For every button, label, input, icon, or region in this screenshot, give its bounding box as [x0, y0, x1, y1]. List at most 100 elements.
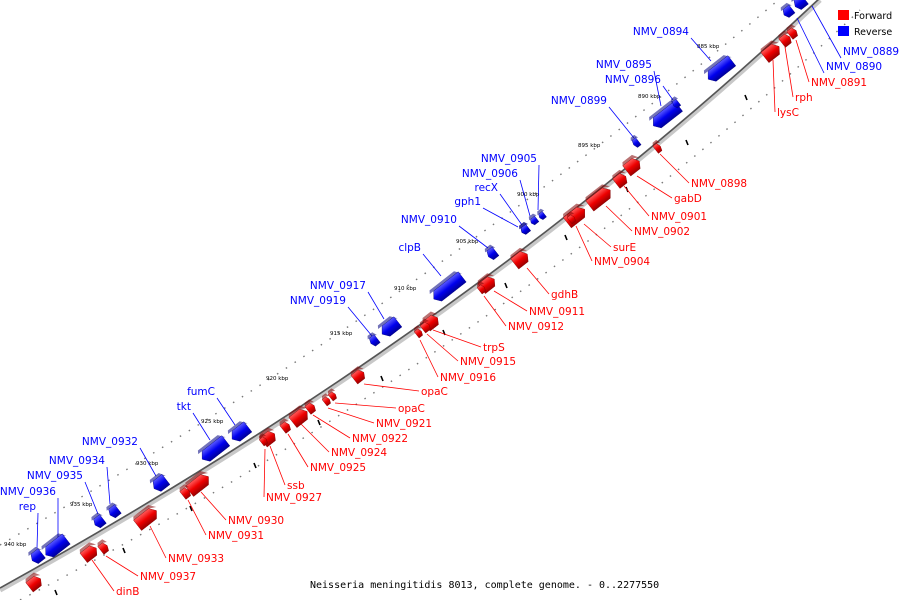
gene-block-nmv-0931 — [179, 484, 191, 500]
gene-label-nmv-0906: NMV_0906 — [462, 168, 518, 180]
gene-block-nmv-0927 — [258, 433, 268, 447]
gene-label-nmv-0935: NMV_0935 — [27, 470, 83, 482]
leader-line — [811, 5, 842, 59]
leader-line — [300, 423, 330, 453]
leader-line — [347, 306, 373, 337]
gene-block-nmv-0889 — [791, 0, 809, 10]
leader-line — [583, 223, 612, 248]
gene-label-nmv-0898: NMV_0898 — [691, 178, 747, 190]
leader-line — [36, 512, 39, 549]
gene-label-nmv-0931: NMV_0931 — [208, 530, 264, 542]
leader-line — [653, 70, 662, 107]
leader-line — [187, 499, 207, 536]
tick-label: 920 kbp — [266, 376, 289, 382]
leader-line — [149, 525, 167, 559]
leader-line — [139, 447, 157, 477]
gene-block-nmv-0934 — [106, 502, 122, 519]
gene-label-nmv-0927: NMV_0927 — [266, 492, 322, 504]
gene-label-nmv-0902: NMV_0902 — [634, 226, 690, 238]
tick-label: 930 kbp — [136, 461, 159, 467]
scale-ticks: 885 kbp 890 kbp 895 kbp 900 kbp 905 kbp 910 k… — [4, 44, 748, 596]
leader-line — [287, 433, 309, 468]
tick-mark — [317, 419, 321, 426]
gene-label-nmv-0901: NMV_0901 — [651, 211, 707, 223]
gene-label-nmv-0930: NMV_0930 — [228, 515, 284, 527]
gene-block-gabd — [622, 154, 641, 177]
gene-block-nmv-0921 — [321, 393, 331, 407]
gene-label-nmv-0922: NMV_0922 — [352, 433, 408, 445]
leader-line — [367, 291, 385, 320]
leader-line — [796, 17, 825, 74]
leader-line — [636, 175, 673, 199]
gene-block-nmv-0890 — [780, 2, 796, 18]
gene-block-rep — [28, 546, 46, 564]
gene-label-fumc: fumC — [187, 386, 215, 398]
gene-block-dinb — [79, 542, 98, 563]
leader-line — [263, 448, 266, 498]
tick-label: 905 kbp — [456, 239, 479, 245]
tick-label: 925 kbp — [201, 419, 224, 425]
leader-line — [537, 164, 540, 211]
gene-label-lysc: lysC — [777, 107, 799, 119]
gene-label-nmv-0919: NMV_0919 — [290, 295, 346, 307]
gene-labels: NMV_0894 NMV_0895 NMV_0896 NMV_0899 NMV_0905… — [0, 26, 899, 598]
tick-mark — [122, 547, 126, 554]
gene-label-gabd: gabD — [674, 193, 702, 205]
tick-label: 895 kbp — [578, 143, 601, 149]
gene-label-clpb: clpB — [398, 242, 421, 254]
legend-label-reverse: Reverse — [854, 27, 892, 38]
gene-block-nmv-0919 — [367, 332, 381, 347]
gene-block-nmv-0902 — [585, 184, 611, 212]
gene-label-nmv-0932: NMV_0932 — [82, 436, 138, 448]
leader-line — [483, 295, 507, 327]
leader-line — [84, 481, 99, 515]
scale-dots-inner — [19, 9, 861, 600]
gene-block-nmv-0937 — [97, 539, 109, 555]
leader-line — [575, 225, 593, 262]
leader-line — [623, 185, 650, 217]
tick-mark — [564, 234, 568, 241]
gene-label-trps: trpS — [483, 342, 505, 354]
gene-block-nmv-0901 — [612, 169, 628, 189]
genome-backbone — [0, 0, 822, 593]
gene-block-nmv-0917 — [377, 316, 403, 337]
gene-label-nmv-0915: NMV_0915 — [460, 356, 516, 368]
gene-label-opac: opaC — [421, 386, 448, 398]
gene-label-nmv-0933: NMV_0933 — [168, 553, 224, 565]
leader-line — [422, 253, 442, 277]
gene-block-opac — [350, 366, 365, 385]
gene-block-nmv-0896 — [670, 96, 682, 109]
legend-swatch-forward — [838, 10, 849, 20]
gene-label-nmv-0916: NMV_0916 — [440, 372, 496, 384]
leader-line — [482, 207, 519, 228]
leader-line — [105, 555, 139, 577]
leader-line — [192, 412, 211, 441]
gene-block-nmv-0935 — [91, 512, 107, 529]
gene-label-dinb: dinB — [116, 586, 139, 598]
tick-mark — [504, 282, 508, 289]
gene-block-forward — [25, 572, 42, 593]
leader-line — [334, 402, 397, 409]
gene-block-nmv-0906 — [528, 213, 540, 226]
tick-label: 915 kbp — [330, 331, 353, 337]
tick-label: 890 kbp — [638, 94, 661, 100]
gene-label-nmv-0894: NMV_0894 — [633, 26, 689, 38]
gene-block-nmv-0899 — [630, 134, 642, 148]
gene-block-nmv-0922 — [304, 399, 316, 415]
gene-block-nmv-0891 — [760, 40, 780, 63]
gene-label-nmv-0917: NMV_0917 — [310, 280, 366, 292]
genome-backbone-line — [0, 0, 820, 589]
leader-line — [772, 59, 776, 113]
tick-label: 935 kbp — [70, 502, 93, 508]
leader-line — [458, 225, 489, 249]
gene-label-nmv-0899: NMV_0899 — [551, 95, 607, 107]
gene-label-tkt: tkt — [177, 401, 191, 413]
leader-line — [795, 39, 810, 83]
leader-line — [784, 46, 794, 98]
gene-label-gph1: gph1 — [454, 196, 481, 208]
leader-line — [499, 193, 523, 226]
gene-block-nmv-0916 — [413, 325, 423, 339]
gene-label-gdhb: gdhB — [551, 289, 578, 301]
tick-mark — [189, 505, 193, 512]
gene-features — [25, 0, 809, 593]
